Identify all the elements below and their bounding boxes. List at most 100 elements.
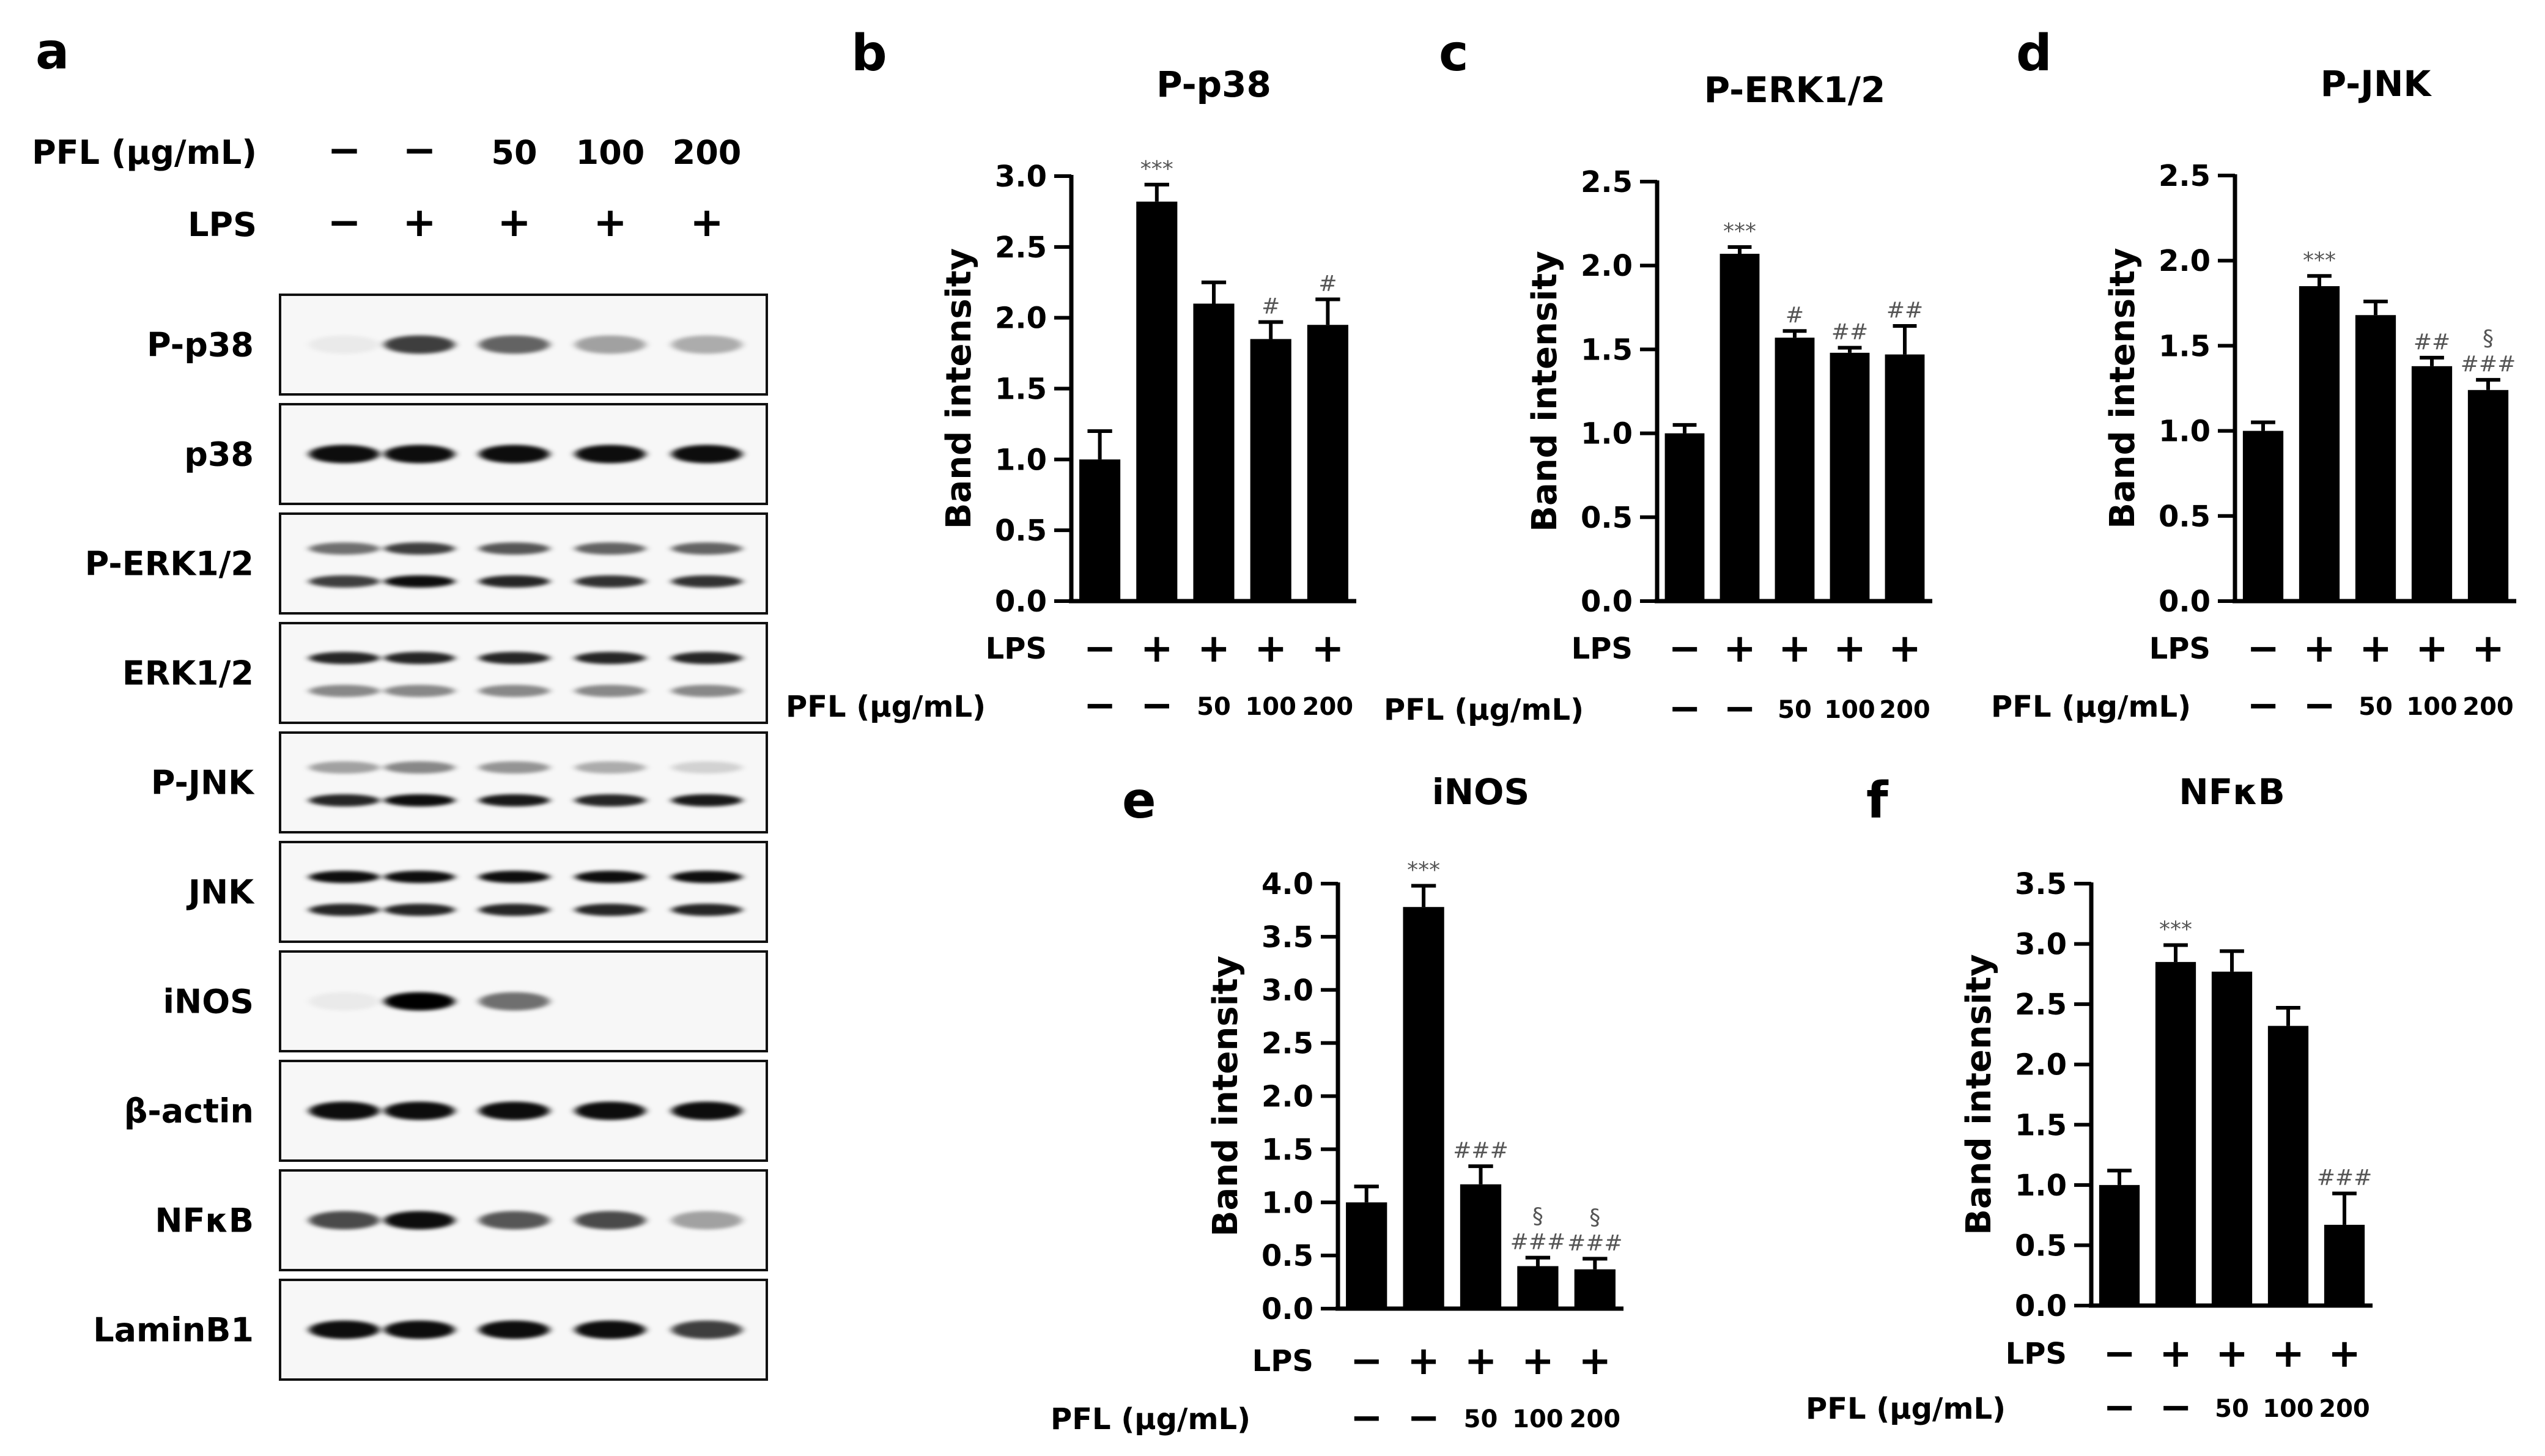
pfl-value: 50 [2215, 1395, 2249, 1423]
significance-label: ### [1567, 1230, 1623, 1255]
lps-value: + [1465, 1339, 1498, 1384]
lps-row-label: LPS [1572, 632, 1633, 666]
blot-band [309, 903, 380, 916]
blot-band [479, 1320, 550, 1339]
y-axis-label: Band intensity [1525, 251, 1565, 531]
blot-band [671, 684, 742, 697]
blot-label: ERK1/2 [122, 654, 254, 693]
significance-label: *** [1723, 219, 1756, 244]
y-tick-label: 0.0 [2159, 585, 2211, 619]
chart-title: P-ERK1/2 [1704, 69, 1886, 111]
blot-band [671, 761, 742, 774]
y-tick-label: 2.5 [995, 231, 1047, 265]
blot-band [479, 335, 550, 354]
lps-value: − [1084, 626, 1117, 671]
blot-membrane [279, 731, 768, 833]
significance-label: ### [1453, 1138, 1509, 1163]
y-tick-label: 1.5 [2159, 329, 2211, 363]
bar [2267, 1025, 2309, 1306]
bar [1307, 325, 1348, 601]
bar [1403, 907, 1444, 1309]
y-tick-label: 1.5 [995, 372, 1047, 407]
blot-band [384, 542, 455, 555]
blot-label: NFκB [155, 1202, 254, 1240]
significance-label: # [1786, 303, 1804, 328]
bar [2299, 286, 2340, 602]
chart-b: b P-p38 0.0 0.5 1.0 1.5 2.0 2.5 3.0 Band intensit… [786, 24, 1356, 728]
lps-row-label: LPS [2006, 1337, 2067, 1371]
bar [1346, 1202, 1387, 1309]
blot-band [309, 652, 380, 665]
blot-band [309, 1320, 380, 1339]
lps-value: + [1578, 1339, 1611, 1384]
y-tick-label: 0.0 [1581, 585, 1633, 619]
blot-band [671, 1101, 742, 1120]
pfl-value: − [1407, 1395, 1440, 1441]
lps-value: + [1521, 1339, 1554, 1384]
bar [2099, 1184, 2140, 1306]
bar [1885, 354, 1925, 601]
significance-label: ### [2461, 352, 2516, 377]
lps-value: + [1888, 626, 1921, 671]
blot-band [671, 335, 742, 354]
y-tick-label: 1.0 [2159, 415, 2211, 449]
blot-band [309, 684, 380, 697]
blot-label: p38 [184, 435, 254, 474]
y-tick-label: 0.0 [995, 585, 1047, 619]
blot-band [575, 903, 646, 916]
blot-band [575, 794, 646, 807]
treatment-value: 200 [673, 133, 742, 172]
blot-band [384, 1320, 455, 1339]
y-tick-label: 1.5 [1261, 1133, 1313, 1167]
blot-band [384, 903, 455, 916]
y-tick-label: 1.5 [1581, 333, 1633, 367]
blot-band [309, 445, 380, 464]
pfl-value: − [2247, 683, 2280, 728]
chart-c: c P-ERK1/2 0.0 0.5 1.0 1.5 2.0 2.5 Band intensit… [1384, 24, 1932, 731]
y-tick-label: 2.0 [2015, 1048, 2067, 1082]
significance-label: ## [1886, 298, 1923, 323]
y-tick-label: 2.5 [1261, 1027, 1313, 1061]
blot-band [384, 1101, 455, 1120]
treatment-value: − [402, 127, 436, 174]
blot-band [384, 652, 455, 665]
pfl-value: 50 [1778, 696, 1812, 724]
lps-value: − [2103, 1331, 2136, 1377]
significance-label: ## [2414, 330, 2450, 355]
blot-band [384, 794, 455, 807]
panel-letter: f [1866, 772, 1889, 830]
pfl-value: − [1140, 683, 1173, 728]
blot-band [384, 445, 455, 464]
treatment-label: PFL (μg/mL) [32, 133, 257, 172]
bar [1193, 303, 1235, 601]
treatment-value: − [327, 199, 361, 246]
bar [2242, 431, 2284, 601]
lps-value: + [1312, 626, 1345, 671]
significance-label: § [1589, 1205, 1600, 1230]
blot-band [575, 575, 646, 588]
y-tick-label: 1.0 [1261, 1186, 1313, 1220]
blot-band [575, 1320, 646, 1339]
pfl-value: − [2103, 1385, 2136, 1430]
significance-label: *** [2159, 917, 2192, 942]
lps-row-label: LPS [1252, 1344, 1313, 1378]
pfl-value: 50 [1464, 1405, 1498, 1433]
blot-membrane [279, 622, 768, 724]
blot-band [309, 794, 380, 807]
blot-band [309, 761, 380, 774]
blot-band [479, 992, 550, 1011]
blot-band [671, 445, 742, 464]
y-tick-label: 0.5 [2015, 1229, 2067, 1263]
significance-label: § [2483, 326, 2494, 351]
lps-row-label: LPS [986, 632, 1047, 666]
y-tick-label: 3.5 [2015, 867, 2067, 901]
chart-title: P-p38 [1156, 64, 1271, 105]
y-tick-label: 2.0 [1581, 249, 1633, 283]
lps-value: − [2247, 626, 2280, 671]
treatment-value: 50 [491, 133, 537, 172]
significance-label: ## [1831, 320, 1868, 345]
blot-label: β-actin [124, 1092, 254, 1131]
blot-band [479, 1101, 550, 1120]
significance-label: *** [1140, 157, 1173, 182]
blot-label: iNOS [163, 983, 254, 1021]
